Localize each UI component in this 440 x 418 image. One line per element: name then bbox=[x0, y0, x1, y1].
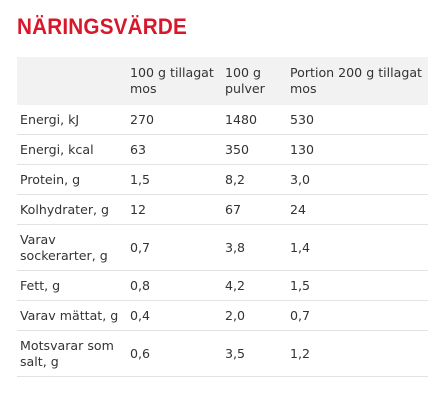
table-header-row: 100 g tillagat mos 100 g pulver Portion … bbox=[17, 57, 428, 105]
nutrition-table: 100 g tillagat mos 100 g pulver Portion … bbox=[17, 57, 428, 377]
row-label: Motsvarar som salt, g bbox=[17, 330, 127, 377]
row-label: Energi, kcal bbox=[17, 134, 127, 165]
table-row: Varav sockerarter, g 0,7 3,8 1,4 bbox=[17, 224, 428, 271]
table-row: Motsvarar som salt, g 0,6 3,5 1,2 bbox=[17, 330, 428, 377]
cell-value: 270 bbox=[127, 105, 222, 135]
column-header-nutrient bbox=[17, 57, 127, 105]
cell-value: 0,4 bbox=[127, 300, 222, 331]
cell-value: 67 bbox=[222, 194, 287, 225]
cell-value: 0,7 bbox=[287, 300, 428, 331]
table-row: Kolhydrater, g 12 67 24 bbox=[17, 194, 428, 225]
row-label: Fett, g bbox=[17, 270, 127, 301]
cell-value: 3,8 bbox=[222, 224, 287, 271]
cell-value: 0,7 bbox=[127, 224, 222, 271]
table-row: Fett, g 0,8 4,2 1,5 bbox=[17, 270, 428, 301]
table-row: Energi, kJ 270 1480 530 bbox=[17, 105, 428, 135]
row-label: Kolhydrater, g bbox=[17, 194, 127, 225]
cell-value: 12 bbox=[127, 194, 222, 225]
column-header-per-100g-prepared: 100 g tillagat mos bbox=[127, 57, 222, 105]
cell-value: 8,2 bbox=[222, 164, 287, 195]
cell-value: 3,5 bbox=[222, 330, 287, 377]
cell-value: 2,0 bbox=[222, 300, 287, 331]
cell-value: 3,0 bbox=[287, 164, 428, 195]
cell-value: 1480 bbox=[222, 105, 287, 135]
cell-value: 350 bbox=[222, 134, 287, 165]
cell-value: 24 bbox=[287, 194, 428, 225]
row-label: Energi, kJ bbox=[17, 105, 127, 135]
row-label: Protein, g bbox=[17, 164, 127, 195]
cell-value: 0,6 bbox=[127, 330, 222, 377]
row-label: Varav sockerarter, g bbox=[17, 224, 127, 271]
table-row: Varav mättat, g 0,4 2,0 0,7 bbox=[17, 300, 428, 331]
cell-value: 1,5 bbox=[127, 164, 222, 195]
cell-value: 63 bbox=[127, 134, 222, 165]
cell-value: 530 bbox=[287, 105, 428, 135]
cell-value: 1,2 bbox=[287, 330, 428, 377]
cell-value: 1,5 bbox=[287, 270, 428, 301]
cell-value: 130 bbox=[287, 134, 428, 165]
cell-value: 0,8 bbox=[127, 270, 222, 301]
section-title: NÄRINGSVÄRDE bbox=[17, 14, 188, 39]
row-label: Varav mättat, g bbox=[17, 300, 127, 331]
cell-value: 4,2 bbox=[222, 270, 287, 301]
column-header-per-100g-powder: 100 g pulver bbox=[222, 57, 287, 105]
table-row: Protein, g 1,5 8,2 3,0 bbox=[17, 164, 428, 195]
column-header-per-portion: Portion 200 g tillagat mos bbox=[287, 57, 428, 105]
table-row: Energi, kcal 63 350 130 bbox=[17, 134, 428, 165]
cell-value: 1,4 bbox=[287, 224, 428, 271]
